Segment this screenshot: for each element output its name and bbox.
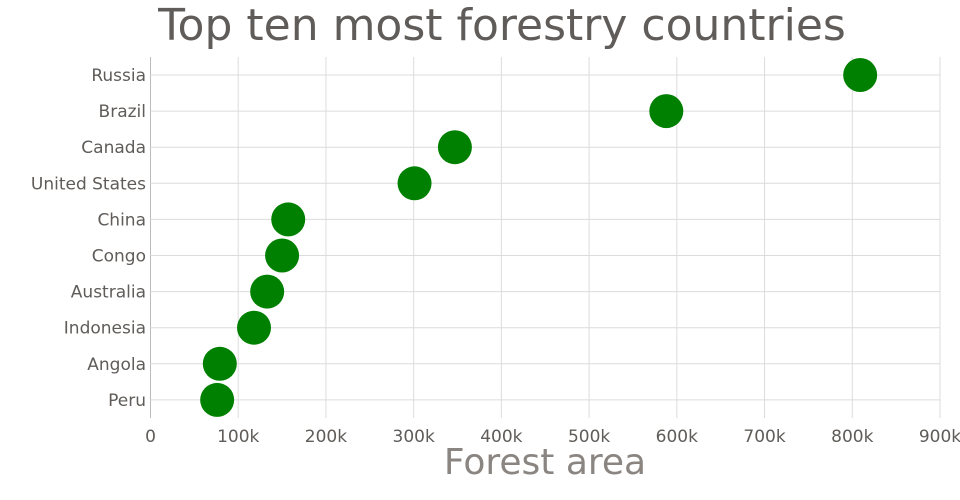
data-point-russia[interactable] (843, 58, 878, 92)
data-point-australia[interactable] (250, 274, 285, 309)
y-tick-label: Angola (87, 355, 146, 375)
x-tick-label: 800k (831, 427, 873, 447)
grid (150, 57, 941, 418)
x-tick-label: 300k (393, 427, 435, 447)
data-point-canada[interactable] (437, 130, 472, 165)
data-point-peru[interactable] (200, 382, 235, 417)
y-tick-label: Canada (81, 138, 146, 158)
x-tick-label: 700k (743, 427, 785, 447)
x-axis-label: Forest area (444, 442, 646, 483)
data-points (200, 58, 878, 417)
y-tick-label: Russia (91, 66, 146, 86)
x-tick-label: 400k (480, 427, 522, 447)
y-tick-label: China (97, 210, 146, 230)
x-axis-ticks: 0 100k 200k 300k 400k 500k 600k 700k 800k 900k (145, 427, 960, 447)
data-point-angola[interactable] (202, 346, 237, 381)
x-tick-label: 200k (305, 427, 347, 447)
data-point-indonesia[interactable] (237, 310, 272, 345)
x-tick-label: 0 (145, 427, 156, 447)
data-point-china[interactable] (271, 202, 306, 237)
chart-title: Top ten most forestry countries (157, 0, 846, 51)
x-tick-label: 100k (217, 427, 259, 447)
x-tick-label: 900k (919, 427, 960, 447)
x-tick-label: 600k (656, 427, 698, 447)
data-point-united-states[interactable] (397, 166, 432, 201)
y-tick-label: Brazil (99, 102, 146, 122)
data-point-congo[interactable] (265, 238, 300, 273)
y-tick-label: Indonesia (64, 319, 146, 339)
y-tick-label: Peru (108, 391, 146, 411)
y-tick-label: Congo (92, 247, 146, 267)
y-tick-label: Australia (71, 283, 146, 303)
data-point-brazil[interactable] (649, 94, 684, 129)
x-tick-label: 500k (568, 427, 610, 447)
y-tick-label: United States (31, 174, 146, 194)
y-axis-ticks: Russia Brazil Canada United States China Cong… (31, 66, 146, 411)
